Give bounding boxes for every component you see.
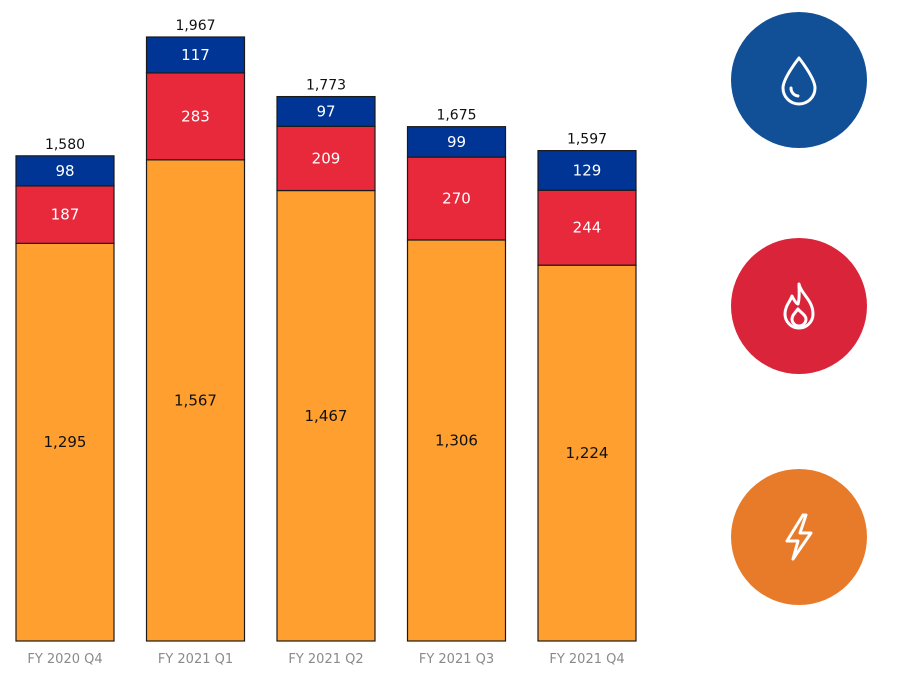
bar-segment bbox=[276, 125, 376, 192]
water-legend-circle bbox=[731, 12, 867, 148]
bar-total-label: 1,773 bbox=[306, 78, 346, 94]
bar-total-label: 1,675 bbox=[436, 108, 476, 124]
bar-total-label: 1,967 bbox=[175, 18, 215, 34]
bar-segment bbox=[145, 159, 246, 642]
bar-segment bbox=[537, 264, 637, 642]
x-tick-label: FY 2020 Q4 bbox=[27, 652, 102, 667]
bar-segment bbox=[145, 72, 246, 161]
segment-value-label: 1,224 bbox=[566, 444, 609, 462]
electric-legend-circle bbox=[731, 469, 867, 605]
segment-value-label: 97 bbox=[316, 102, 335, 120]
x-tick-label: FY 2021 Q3 bbox=[419, 652, 494, 667]
x-tick-label: FY 2021 Q4 bbox=[549, 652, 624, 667]
segment-value-label: 244 bbox=[573, 219, 602, 237]
segment-value-label: 129 bbox=[573, 161, 602, 179]
segment-value-label: 209 bbox=[312, 149, 341, 167]
segment-value-label: 270 bbox=[442, 190, 471, 208]
segment-value-label: 187 bbox=[51, 206, 80, 224]
bar-segment bbox=[537, 150, 637, 191]
water-drop-icon bbox=[781, 56, 817, 106]
segment-value-label: 1,306 bbox=[435, 431, 478, 449]
segment-value-label: 117 bbox=[181, 46, 210, 64]
bar-segment bbox=[276, 189, 376, 642]
flame-icon bbox=[783, 282, 815, 330]
gas-legend-circle bbox=[731, 238, 867, 374]
segment-value-label: 1,567 bbox=[174, 391, 217, 409]
bar-segment bbox=[15, 185, 115, 244]
x-tick-label: FY 2021 Q2 bbox=[288, 652, 363, 667]
bar-segment bbox=[276, 95, 376, 127]
bar-segment bbox=[406, 156, 507, 241]
lightning-bolt-icon bbox=[785, 513, 813, 561]
segment-value-label: 99 bbox=[447, 133, 466, 151]
stacked-bar-chart: 1,295 187 98 1,580 FY 2020 Q4 1,567 283 117 1,96… bbox=[15, 18, 637, 667]
bar-segment bbox=[406, 239, 507, 642]
bar-total-label: 1,597 bbox=[567, 132, 607, 148]
x-tick-label: FY 2021 Q1 bbox=[158, 652, 233, 667]
bar-segment bbox=[15, 242, 115, 642]
segment-value-label: 1,467 bbox=[305, 407, 348, 425]
segment-value-label: 98 bbox=[55, 162, 74, 180]
segment-value-label: 283 bbox=[181, 107, 210, 125]
bar-segment bbox=[406, 126, 507, 158]
segment-value-label: 1,295 bbox=[44, 433, 87, 451]
bar-segment bbox=[145, 36, 246, 74]
bar-segment bbox=[15, 155, 115, 187]
bar-total-label: 1,580 bbox=[45, 137, 85, 153]
